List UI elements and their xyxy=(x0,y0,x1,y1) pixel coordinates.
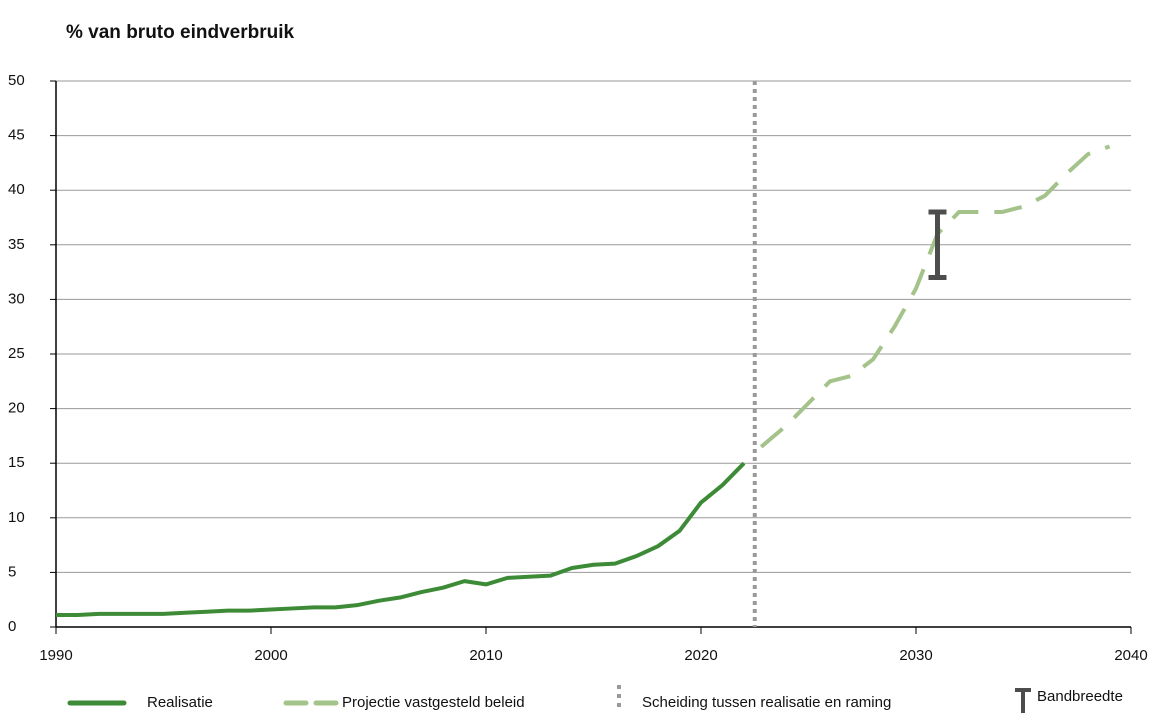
legend-label: Bandbreedte xyxy=(1037,688,1123,705)
legend-swatch xyxy=(1015,688,1031,713)
y-tick-label: 20 xyxy=(8,400,25,417)
legend-label: Projectie vastgesteld beleid xyxy=(342,694,525,711)
y-tick-label: 50 xyxy=(8,72,25,89)
x-tick-label: 2040 xyxy=(1114,647,1147,664)
series-line xyxy=(759,144,1111,449)
y-tick-label: 15 xyxy=(8,454,25,471)
x-tick-label: 2000 xyxy=(254,647,287,664)
series-line xyxy=(56,461,746,617)
x-tick-label: 2010 xyxy=(469,647,502,664)
x-tick-label: 2030 xyxy=(899,647,932,664)
x-tick-label: 2020 xyxy=(684,647,717,664)
y-tick-label: 5 xyxy=(8,563,16,580)
y-tick-label: 30 xyxy=(8,290,25,307)
legend-label: Scheiding tussen realisatie en raming xyxy=(642,694,891,711)
chart-title: % van bruto eindverbruik xyxy=(66,22,294,43)
x-tick-label: 1990 xyxy=(39,647,72,664)
y-tick-label: 10 xyxy=(8,509,25,526)
y-tick-label: 45 xyxy=(8,127,25,144)
y-tick-label: 0 xyxy=(8,618,16,635)
y-tick-label: 35 xyxy=(8,236,25,253)
legend-label: Realisatie xyxy=(147,694,213,711)
y-tick-label: 40 xyxy=(8,181,25,198)
y-tick-label: 25 xyxy=(8,345,25,362)
